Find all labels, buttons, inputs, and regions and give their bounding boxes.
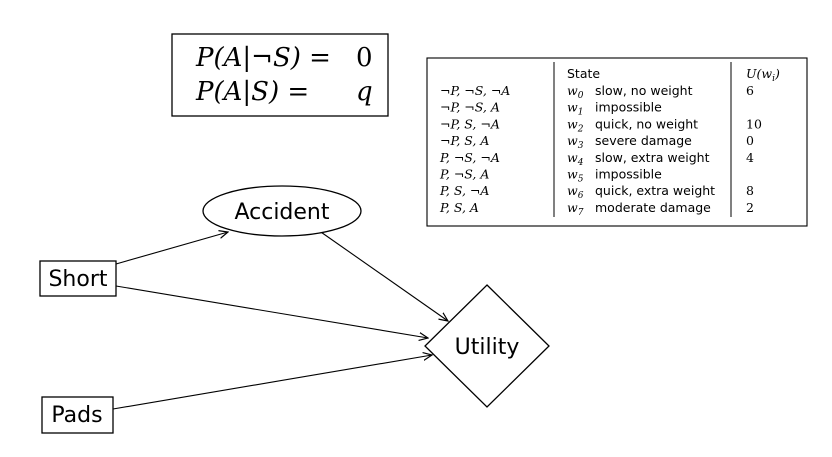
prob-row-1-rhs: 0 (356, 43, 373, 73)
world-subscript: 2 (577, 124, 584, 134)
edge-short-to-accident (115, 232, 228, 265)
prob-row-2-rhs: q (356, 77, 373, 107)
table-cell-description: quick, extra weight (595, 183, 715, 198)
table-cell-condition: P, ¬S, A (439, 167, 489, 182)
table-row: ¬P, ¬S, A w1 impossible (440, 100, 662, 118)
table-cell-utility: 6 (746, 83, 754, 98)
table-cell-world: w2 (567, 116, 584, 134)
edge-pads-to-utility (112, 355, 432, 410)
table-cell-description: moderate damage (595, 200, 711, 215)
table-cell-description: severe damage (595, 133, 692, 148)
table-cell-description: slow, no weight (595, 83, 693, 98)
table-cell-world: w4 (567, 150, 584, 168)
table-row: ¬P, S, A w3 severe damage 0 (440, 133, 754, 151)
table-cell-world: w3 (567, 133, 584, 151)
table-cell-utility: 4 (746, 150, 754, 165)
world-symbol: w (567, 100, 578, 115)
world-symbol: w (567, 83, 578, 98)
edges (112, 229, 448, 410)
table-cell-condition: ¬P, S, ¬A (440, 116, 500, 131)
prob-row-2-lhs: P(A|S) = (195, 77, 309, 107)
world-symbol: w (567, 150, 578, 165)
table-cell-condition: P, ¬S, ¬A (439, 150, 500, 165)
world-subscript: 1 (578, 108, 584, 118)
utility-table: State U(wi) ¬P, ¬S, ¬A w0 slow, no weight 6… (426, 57, 808, 227)
world-symbol: w (567, 183, 578, 198)
table-cell-condition: P, S, A (439, 200, 479, 215)
short-rect (39, 260, 117, 297)
world-subscript: 5 (578, 175, 584, 185)
pads-label: Pads (51, 403, 102, 428)
table-row: P, S, ¬A w6 quick, extra weight 8 (439, 183, 754, 201)
prob-row-1-lhs: P(A|¬S) = (195, 43, 331, 73)
accident-label: Accident (234, 200, 329, 225)
table-cell-condition: ¬P, ¬S, ¬A (440, 83, 510, 98)
table-row: P, ¬S, ¬A w4 slow, extra weight 4 (439, 150, 754, 168)
table-cell-description: quick, no weight (595, 116, 698, 131)
table-cell-world: w5 (567, 167, 584, 185)
table-cell-description: impossible (595, 167, 662, 182)
pads-rect (41, 396, 114, 434)
table-row: P, ¬S, A w5 impossible (439, 167, 662, 185)
world-symbol: w (567, 116, 578, 131)
utility-label: Utility (455, 335, 520, 360)
table-cell-condition: P, S, ¬A (439, 183, 489, 198)
short-label: Short (48, 267, 107, 292)
table-cell-condition: ¬P, ¬S, A (440, 100, 500, 115)
table-cell-utility: 10 (746, 116, 762, 131)
table-cell-world: w0 (567, 83, 584, 101)
table-cell-world: w6 (567, 183, 584, 201)
edge-accident-to-utility (317, 229, 448, 321)
world-symbol: w (567, 200, 578, 215)
world-subscript: 3 (578, 141, 584, 151)
accident-ellipse (202, 185, 362, 237)
world-symbol: w (567, 167, 578, 182)
probability-box: P(A|¬S) = 0 P(A|S) = q (171, 33, 389, 117)
node-short: Short (39, 260, 117, 297)
table-row: ¬P, ¬S, ¬A w0 slow, no weight 6 (440, 83, 754, 101)
table-cell-world: w1 (567, 100, 583, 118)
utility-table-frame (426, 57, 808, 227)
probability-box-frame (171, 33, 389, 117)
table-cell-utility: 8 (746, 183, 754, 198)
world-subscript: 0 (578, 91, 584, 101)
node-accident: Accident (202, 185, 362, 237)
table-cell-utility: 2 (746, 200, 754, 215)
edge-short-to-utility (115, 285, 428, 338)
table-cell-utility: 0 (746, 133, 754, 148)
table-row: P, S, A w7 moderate damage 2 (439, 200, 754, 218)
world-subscript: 7 (578, 208, 584, 218)
node-utility: Utility (424, 284, 550, 408)
world-subscript: 4 (577, 158, 584, 168)
table-cell-world: w7 (567, 200, 584, 218)
table-header-state: State (567, 66, 600, 81)
table-cell-description: slow, extra weight (595, 150, 710, 165)
table-cell-description: impossible (595, 100, 662, 115)
world-subscript: 6 (578, 191, 584, 201)
node-pads: Pads (41, 396, 114, 434)
world-symbol: w (567, 133, 578, 148)
utility-diamond (424, 284, 550, 408)
table-cell-condition: ¬P, S, A (440, 133, 489, 148)
table-header-utility: U(wi) (746, 66, 780, 84)
table-row: ¬P, S, ¬A w2 quick, no weight 10 (440, 116, 762, 134)
